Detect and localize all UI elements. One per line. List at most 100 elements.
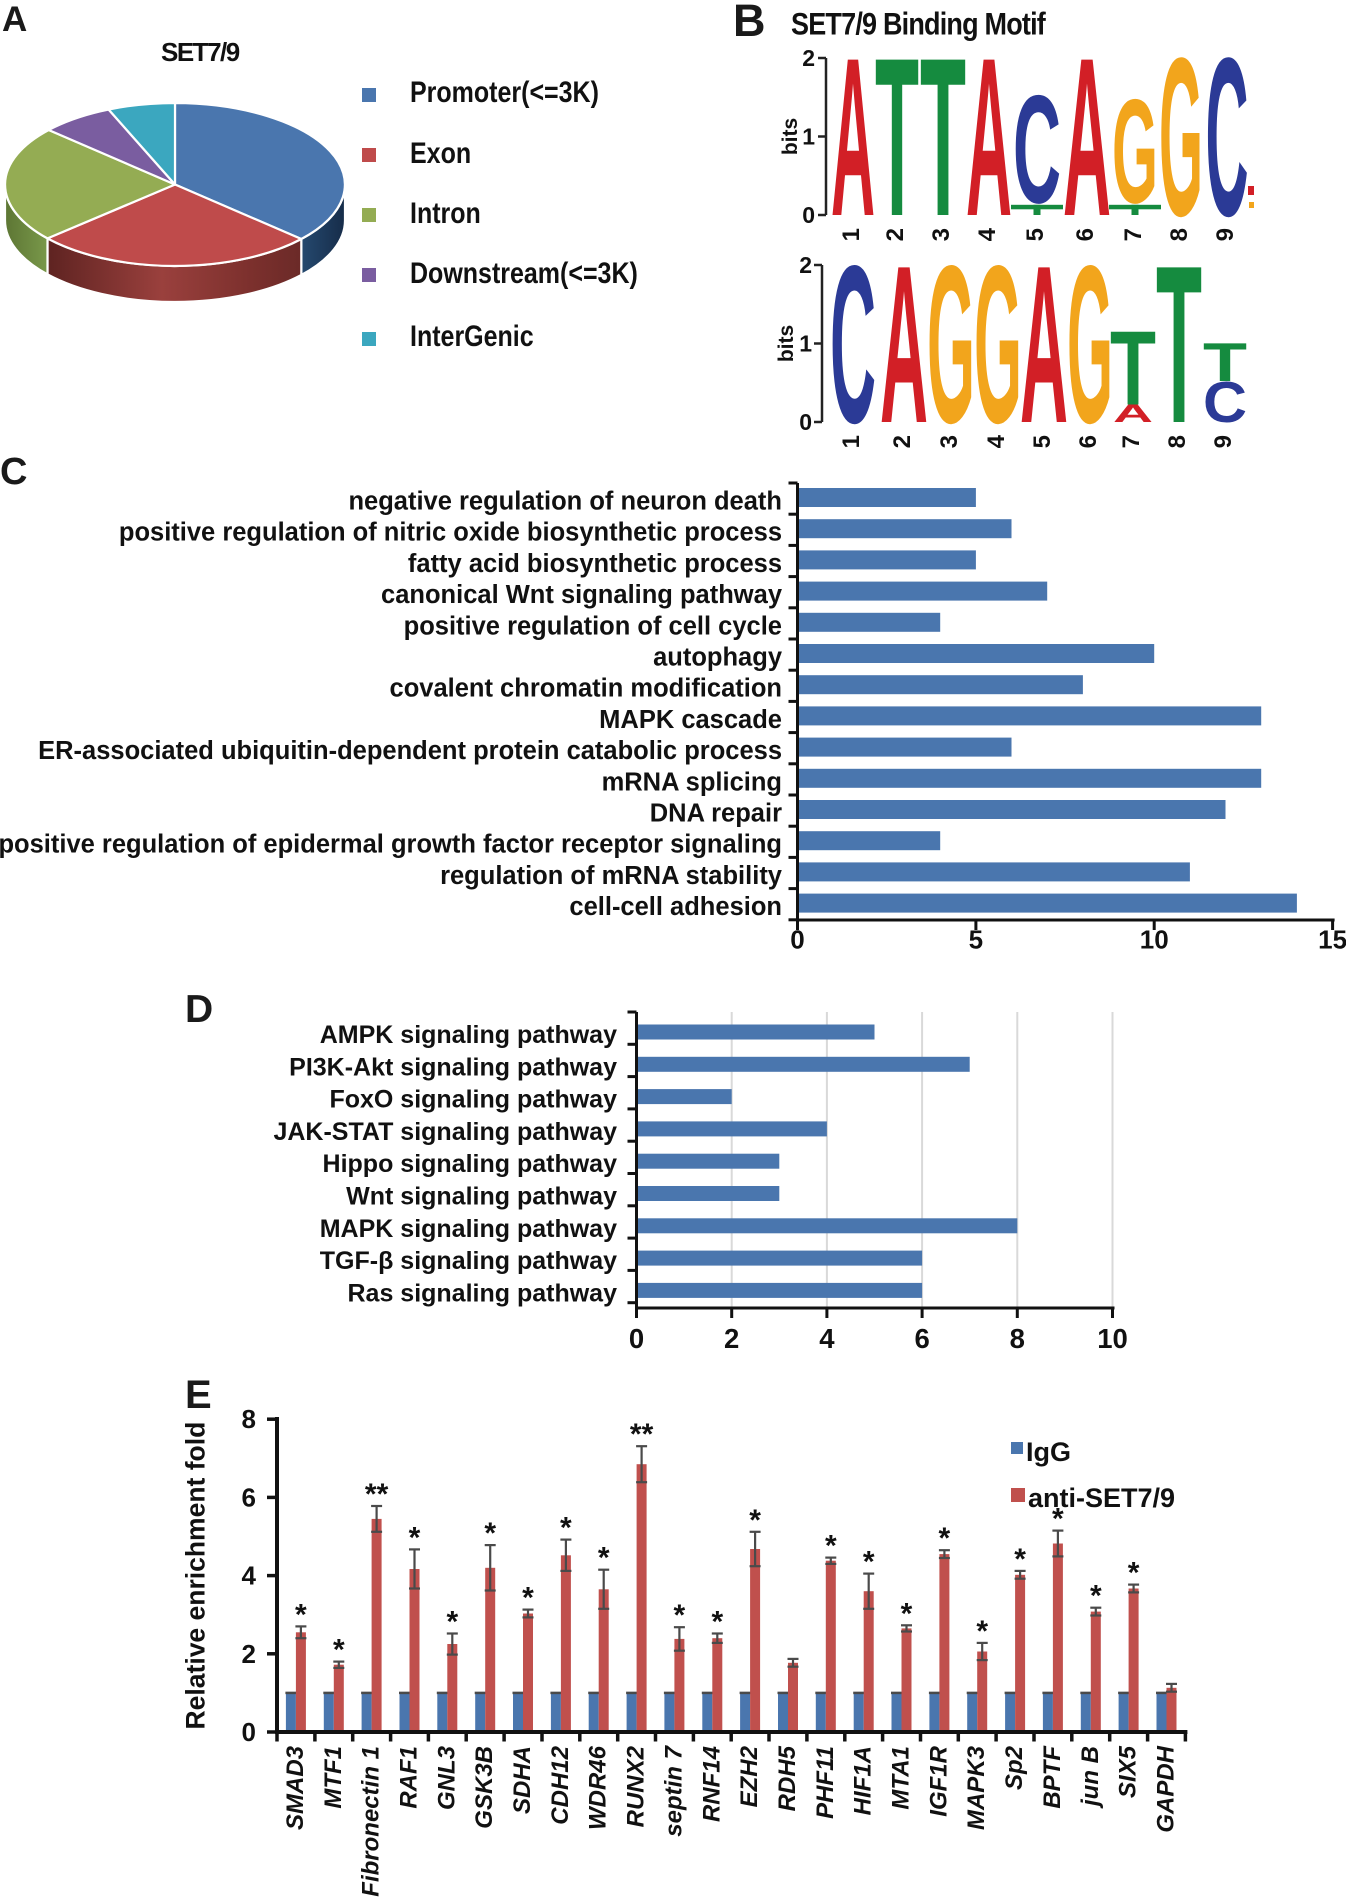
- svg-text:RAF1: RAF1: [396, 1746, 423, 1809]
- svg-text:10: 10: [1097, 1323, 1128, 1354]
- svg-text:Sp2: Sp2: [1001, 1745, 1028, 1790]
- svg-text:MTF1: MTF1: [320, 1746, 347, 1809]
- svg-text:Relative enrichment fold: Relative enrichment fold: [181, 1422, 211, 1730]
- svg-text:RNF14: RNF14: [698, 1746, 725, 1822]
- svg-text:2: 2: [889, 435, 916, 448]
- svg-text:GNL3: GNL3: [433, 1745, 460, 1810]
- svg-text:DNA repair: DNA repair: [650, 800, 782, 828]
- svg-text:WDR46: WDR46: [585, 1745, 612, 1830]
- svg-text:MAPK3: MAPK3: [963, 1745, 990, 1830]
- svg-text:Wnt signaling pathway: Wnt signaling pathway: [346, 1183, 617, 1211]
- svg-text:2: 2: [242, 1639, 256, 1669]
- svg-text:MAPK signaling pathway: MAPK signaling pathway: [320, 1215, 617, 1243]
- svg-text:15: 15: [1318, 925, 1346, 955]
- svg-text:SMAD3: SMAD3: [282, 1745, 309, 1830]
- svg-text:ER-associated ubiquitin-depend: ER-associated ubiquitin-dependent protei…: [38, 737, 782, 765]
- svg-text:autophagy: autophagy: [653, 644, 783, 672]
- svg-text:*: *: [446, 1606, 458, 1639]
- svg-text:A: A: [831, 12, 875, 264]
- svg-text:9: 9: [1212, 228, 1239, 241]
- svg-text:bits: bits: [775, 325, 798, 362]
- svg-text:5: 5: [1029, 435, 1056, 448]
- svg-text:8: 8: [1010, 1323, 1025, 1354]
- svg-text:1: 1: [799, 331, 812, 357]
- svg-text:*: *: [484, 1517, 496, 1550]
- svg-text:*: *: [598, 1542, 610, 1575]
- svg-text:FoxO signaling pathway: FoxO signaling pathway: [329, 1086, 617, 1114]
- svg-text:JAK-STAT signaling pathway: JAK-STAT signaling pathway: [273, 1118, 617, 1146]
- svg-text:*: *: [522, 1582, 534, 1615]
- svg-text:2: 2: [882, 228, 909, 241]
- svg-text:*: *: [560, 1512, 572, 1545]
- svg-text:*: *: [976, 1615, 988, 1648]
- svg-text:1: 1: [838, 435, 865, 448]
- svg-text:septin 7: septin 7: [660, 1744, 687, 1836]
- svg-text:0: 0: [242, 1717, 256, 1747]
- svg-text:*: *: [1014, 1543, 1026, 1576]
- svg-text:*: *: [1128, 1557, 1140, 1590]
- svg-text:jun B: jun B: [1077, 1746, 1104, 1809]
- svg-text:*: *: [825, 1530, 837, 1563]
- svg-text:Fibronectin 1: Fibronectin 1: [358, 1746, 385, 1897]
- svg-text:8: 8: [1164, 435, 1191, 448]
- svg-text:T: T: [920, 12, 966, 264]
- svg-text:positive regulation of epiderm: positive regulation of epidermal growth …: [0, 831, 782, 859]
- svg-text:**: **: [365, 1478, 389, 1511]
- svg-text:canonical Wnt signaling pathwa: canonical Wnt signaling pathway: [381, 581, 783, 609]
- svg-text:G: G: [974, 219, 1022, 470]
- svg-text:1: 1: [802, 124, 815, 150]
- svg-text:*: *: [863, 1546, 875, 1579]
- svg-text:G: G: [927, 219, 975, 470]
- svg-text:covalent chromatin modificatio: covalent chromatin modification: [390, 675, 782, 703]
- svg-text:2: 2: [799, 252, 812, 278]
- svg-text:3: 3: [936, 435, 963, 448]
- svg-text:3: 3: [928, 228, 955, 241]
- svg-text:*: *: [409, 1521, 421, 1554]
- svg-text:HIF1A: HIF1A: [850, 1746, 877, 1815]
- svg-text:6: 6: [1072, 228, 1099, 241]
- svg-text:IgG: IgG: [1026, 1437, 1071, 1467]
- svg-text:4: 4: [819, 1323, 835, 1354]
- svg-text:1: 1: [838, 228, 865, 241]
- svg-text:Hippo signaling pathway: Hippo signaling pathway: [323, 1150, 618, 1178]
- svg-text:9: 9: [1210, 435, 1237, 448]
- svg-text:positive regulation of nitric: positive regulation of nitric oxide bios…: [119, 519, 782, 547]
- svg-text:8: 8: [242, 1404, 256, 1434]
- svg-text:0: 0: [799, 409, 812, 435]
- svg-text:MAPK cascade: MAPK cascade: [599, 706, 782, 734]
- svg-text:*: *: [1052, 1503, 1064, 1536]
- svg-text:regulation of mRNA stability: regulation of mRNA stability: [440, 862, 783, 890]
- svg-text:6: 6: [1075, 435, 1102, 448]
- svg-text:*: *: [295, 1598, 307, 1631]
- svg-text:RDH5: RDH5: [774, 1745, 801, 1811]
- svg-text:Ras signaling pathway: Ras signaling pathway: [347, 1279, 617, 1307]
- svg-text:7: 7: [1120, 228, 1147, 241]
- svg-text:AMPK signaling pathway: AMPK signaling pathway: [320, 1021, 617, 1049]
- svg-text:5: 5: [969, 925, 983, 955]
- svg-text:bits: bits: [779, 118, 802, 155]
- svg-text:**: **: [630, 1418, 654, 1451]
- svg-text:4: 4: [983, 434, 1010, 448]
- svg-text:2: 2: [802, 45, 815, 71]
- svg-text:G: G: [1159, 12, 1203, 264]
- svg-text:*: *: [749, 1504, 761, 1537]
- svg-text:*: *: [901, 1597, 913, 1630]
- svg-text:C: C: [830, 219, 876, 470]
- svg-text:0: 0: [802, 202, 815, 228]
- svg-text:A: A: [1020, 219, 1068, 470]
- svg-text:RUNX2: RUNX2: [623, 1745, 650, 1827]
- svg-text:4: 4: [974, 227, 1001, 241]
- svg-text:cell-cell adhesion: cell-cell adhesion: [569, 893, 782, 921]
- svg-text:T: T: [875, 12, 919, 264]
- svg-text:A: A: [1063, 12, 1111, 264]
- svg-text:SIX5: SIX5: [1115, 1745, 1142, 1798]
- svg-text:5: 5: [1022, 228, 1049, 241]
- svg-text:*: *: [674, 1599, 686, 1632]
- svg-text:T: T: [1203, 332, 1247, 393]
- svg-text:negative regulation of neuron: negative regulation of neuron death: [348, 488, 782, 516]
- svg-text:GAPDH: GAPDH: [1153, 1745, 1180, 1832]
- svg-text:*: *: [939, 1522, 951, 1555]
- svg-text:0: 0: [790, 925, 804, 955]
- svg-text:GSK3B: GSK3B: [471, 1746, 498, 1829]
- svg-text:*: *: [1090, 1580, 1102, 1613]
